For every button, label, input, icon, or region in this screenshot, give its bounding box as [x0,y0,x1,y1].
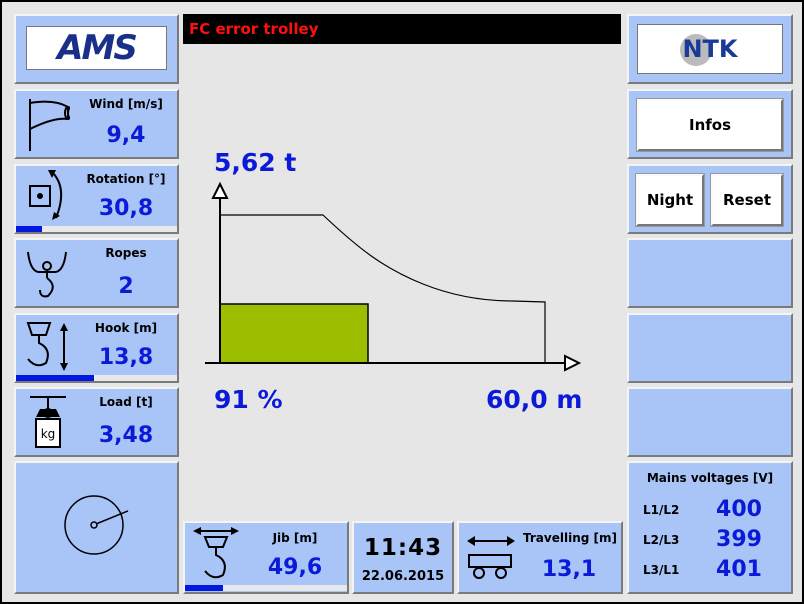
load-label: Load [t] [99,395,153,409]
mains-panel: Mains voltages [V] L1/L2 400 L2/L3 399 L3/L1… [627,461,793,594]
load-icon: kg [30,396,66,448]
compass-icon [64,495,129,555]
travelling-panel: Travelling [m] 13,1 [457,521,623,594]
mode-panel: Night Reset [627,164,793,234]
mains-phase: L2/L3 [643,533,680,547]
mains-title: Mains voltages [V] [646,471,774,485]
mains-phase: L1/L2 [643,503,680,517]
jib-panel: Jib [m] 49,6 [183,521,349,594]
load-value: 3,48 [98,423,154,448]
empty-panel [627,238,793,308]
compass-panel [14,461,179,594]
ropes-value: 2 [118,274,134,299]
travelling-value: 13,1 [541,557,597,582]
load-panel: kg Load [t] 3,48 [14,387,179,457]
infos-panel: Infos [627,89,793,159]
ntk-logo-circle [680,34,712,66]
hook-value: 13,8 [98,345,154,370]
ntk-logo-panel: NTK [627,14,793,84]
ropes-panel: Ropes 2 [14,238,179,308]
night-button[interactable]: Night [636,174,704,226]
mains-voltage: 401 [716,557,762,582]
hook-bar [16,375,94,381]
load-diagram [205,181,582,372]
rotation-bar-track [16,226,177,232]
rotation-bar [16,226,42,232]
empty-panel [627,387,793,457]
wind-panel: Wind [m/s] 9,4 [14,89,179,159]
mains-voltage: 399 [716,527,762,552]
svg-text:kg: kg [41,427,56,441]
hook-label: Hook [m] [94,321,158,335]
rotation-panel: Rotation [°] 30,8 [14,164,179,234]
hook-bar-track [16,375,177,381]
jib-icon [193,527,239,579]
clock-date: 22.06.2015 [361,569,445,584]
travelling-label: Travelling [m] [523,531,617,545]
ropes-icon [27,251,67,298]
ntk-logo-text: NTK [682,35,738,63]
travelling-icon [467,536,515,579]
infos-button[interactable]: Infos [637,99,783,151]
clock-panel: 11:43 22.06.2015 [352,521,454,594]
clock-time: 11:43 [363,535,443,561]
jib-label: Jib [m] [272,531,318,545]
rotation-label: Rotation [°] [86,172,166,186]
ams-logo-panel: AMS [14,14,179,84]
utilization: 91 % [214,385,283,414]
ropes-label: Ropes [105,246,147,260]
empty-panel [627,313,793,383]
wind-value: 9,4 [106,123,146,148]
hook-panel: Hook [m] 13,8 [14,313,179,383]
error-text: FC error trolley [189,20,319,38]
ntk-logo: NTK [637,24,783,74]
hook-icon [26,322,68,371]
mains-voltage: 400 [716,497,762,522]
jib-bar-track [185,585,347,591]
wind-icon [29,99,70,151]
error-bar: FC error trolley [183,14,621,44]
jib-value: 49,6 [267,555,323,580]
rotation-icon [29,170,63,220]
max-load: 5,62 t [214,148,297,177]
rotation-value: 30,8 [98,196,154,221]
reset-button[interactable]: Reset [711,174,783,226]
ams-logo-text: AMS [57,28,138,68]
jib-bar [185,585,223,591]
mains-phase: L3/L1 [643,563,680,577]
wind-label: Wind [m/s] [89,97,163,111]
radius: 60,0 m [486,385,583,414]
ams-logo: AMS [26,26,167,70]
